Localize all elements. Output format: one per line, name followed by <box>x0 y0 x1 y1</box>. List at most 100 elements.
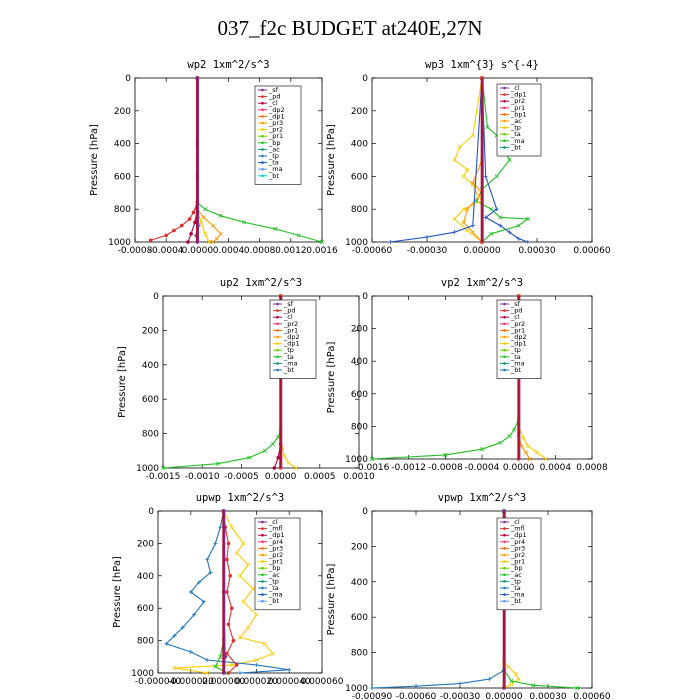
data-point <box>241 599 246 604</box>
legend-marker <box>261 154 264 158</box>
x-tick-label: 0.0012 <box>275 246 307 256</box>
legend: _cl_mfl_dp1_pr4_pr3_pr2_pr1_bp_ac_tp_ta_… <box>496 517 542 611</box>
plot-frame <box>371 295 593 460</box>
legend-marker <box>261 593 264 596</box>
data-point <box>205 670 210 676</box>
legend-entry: _bt <box>268 172 279 180</box>
legend-marker <box>261 121 264 125</box>
legend-entry: _ma <box>283 359 298 367</box>
data-point <box>369 456 375 462</box>
legend-marker <box>261 161 264 164</box>
y-tick-label: 0 <box>148 507 154 517</box>
data-point <box>226 622 231 627</box>
x-tick-label: -0.0015 <box>146 472 181 482</box>
legend-marker <box>503 113 506 116</box>
legend-marker <box>503 342 506 345</box>
data-point <box>443 452 448 458</box>
data-point <box>225 557 229 562</box>
legend-marker <box>276 362 279 365</box>
x-tick-label: 0.0004 <box>213 246 245 256</box>
data-point <box>479 447 485 452</box>
legend-entry: _pr2 <box>268 126 283 134</box>
x-tick-label: -0.000040 <box>135 677 181 687</box>
legend: _cl_dp1_pr2_pr1_bp1_ac_tp_ta_ma_bt <box>496 83 542 157</box>
y-tick-label: 800 <box>351 205 368 215</box>
data-point <box>188 649 193 654</box>
legend-entry: _pr4 <box>268 538 283 546</box>
x-tick-label: -0.0005 <box>224 472 259 482</box>
legend-marker <box>503 355 506 359</box>
data-point <box>534 450 540 455</box>
legend-marker <box>503 527 506 530</box>
legend-entry: _tp <box>283 346 294 354</box>
y-tick-label: 200 <box>142 326 159 336</box>
data-point <box>509 682 514 687</box>
data-point <box>234 551 239 556</box>
legend-entry: _ac <box>510 117 522 125</box>
data-point <box>172 228 176 233</box>
legend-entry: _ma <box>268 591 283 599</box>
series-dp1 <box>148 76 200 243</box>
y-tick-label: 400 <box>351 140 368 150</box>
y-tick-label: 600 <box>137 604 154 614</box>
x-tick-label: -0.0010 <box>185 472 220 482</box>
legend-marker <box>503 580 506 583</box>
data-point <box>294 465 299 471</box>
y-tick-label: 200 <box>114 107 131 117</box>
x-tick-label: 0.000060 <box>301 677 344 687</box>
data-point <box>523 450 529 455</box>
data-point <box>470 133 475 138</box>
data-point <box>229 662 234 667</box>
data-point <box>507 157 512 163</box>
x-tick-label: -0.00030 <box>440 692 481 700</box>
legend-marker <box>276 355 279 359</box>
panel-2: wp3 1xm^{3} s^{-4} Pressure [hPa] 0 200 400 6… <box>326 59 611 256</box>
data-point <box>186 240 190 244</box>
legend-box <box>496 299 542 379</box>
y-tick-label: 800 <box>351 422 368 432</box>
data-point <box>218 213 223 218</box>
x-tick-label: 0.0016 <box>306 246 338 256</box>
x-tick-label: -0.0004 <box>149 246 184 256</box>
legend-entry: _ta <box>510 130 521 138</box>
y-tick-label: 1000 <box>345 455 368 465</box>
x-tick-label: -0.0008 <box>118 246 153 256</box>
data-point <box>531 683 536 688</box>
data-point <box>218 654 223 659</box>
legend-entry: _pr1 <box>268 132 283 140</box>
legend-marker <box>261 520 264 524</box>
series-line-pr1 <box>196 78 222 243</box>
data-point <box>215 461 220 466</box>
data-point <box>213 541 218 546</box>
legend-entry: _ma <box>510 359 525 367</box>
x-tick-label: -0.00060 <box>396 692 437 700</box>
data-point <box>487 677 492 682</box>
x-tick-label: 0.0000 <box>503 463 535 473</box>
data-point <box>199 220 204 225</box>
legend-entry: _pr1 <box>283 326 298 334</box>
data-point <box>201 215 206 220</box>
legend-marker <box>503 119 506 123</box>
data-point <box>494 207 499 212</box>
legend-marker <box>503 520 506 524</box>
data-point <box>527 456 532 462</box>
legend-marker <box>503 86 506 90</box>
panel-title: up2 1xm^2/s^3 <box>220 277 302 289</box>
legend-entry: _pr4 <box>510 538 525 546</box>
data-point <box>197 580 201 585</box>
legend-marker <box>261 174 264 178</box>
legend-marker <box>503 315 506 319</box>
legend-marker <box>503 362 506 365</box>
legend-marker <box>503 540 506 544</box>
data-point <box>282 453 287 459</box>
legend-marker <box>503 586 506 590</box>
data-point <box>247 455 252 460</box>
legend-entry: _pr1 <box>510 558 525 566</box>
legend-marker <box>261 599 264 603</box>
x-tick-label: 0.0000 <box>265 472 297 482</box>
data-point <box>234 663 239 667</box>
page-title: 037_f2c BUDGET at240E,27N <box>217 16 483 40</box>
legend-box <box>269 299 317 379</box>
data-point <box>465 207 470 212</box>
